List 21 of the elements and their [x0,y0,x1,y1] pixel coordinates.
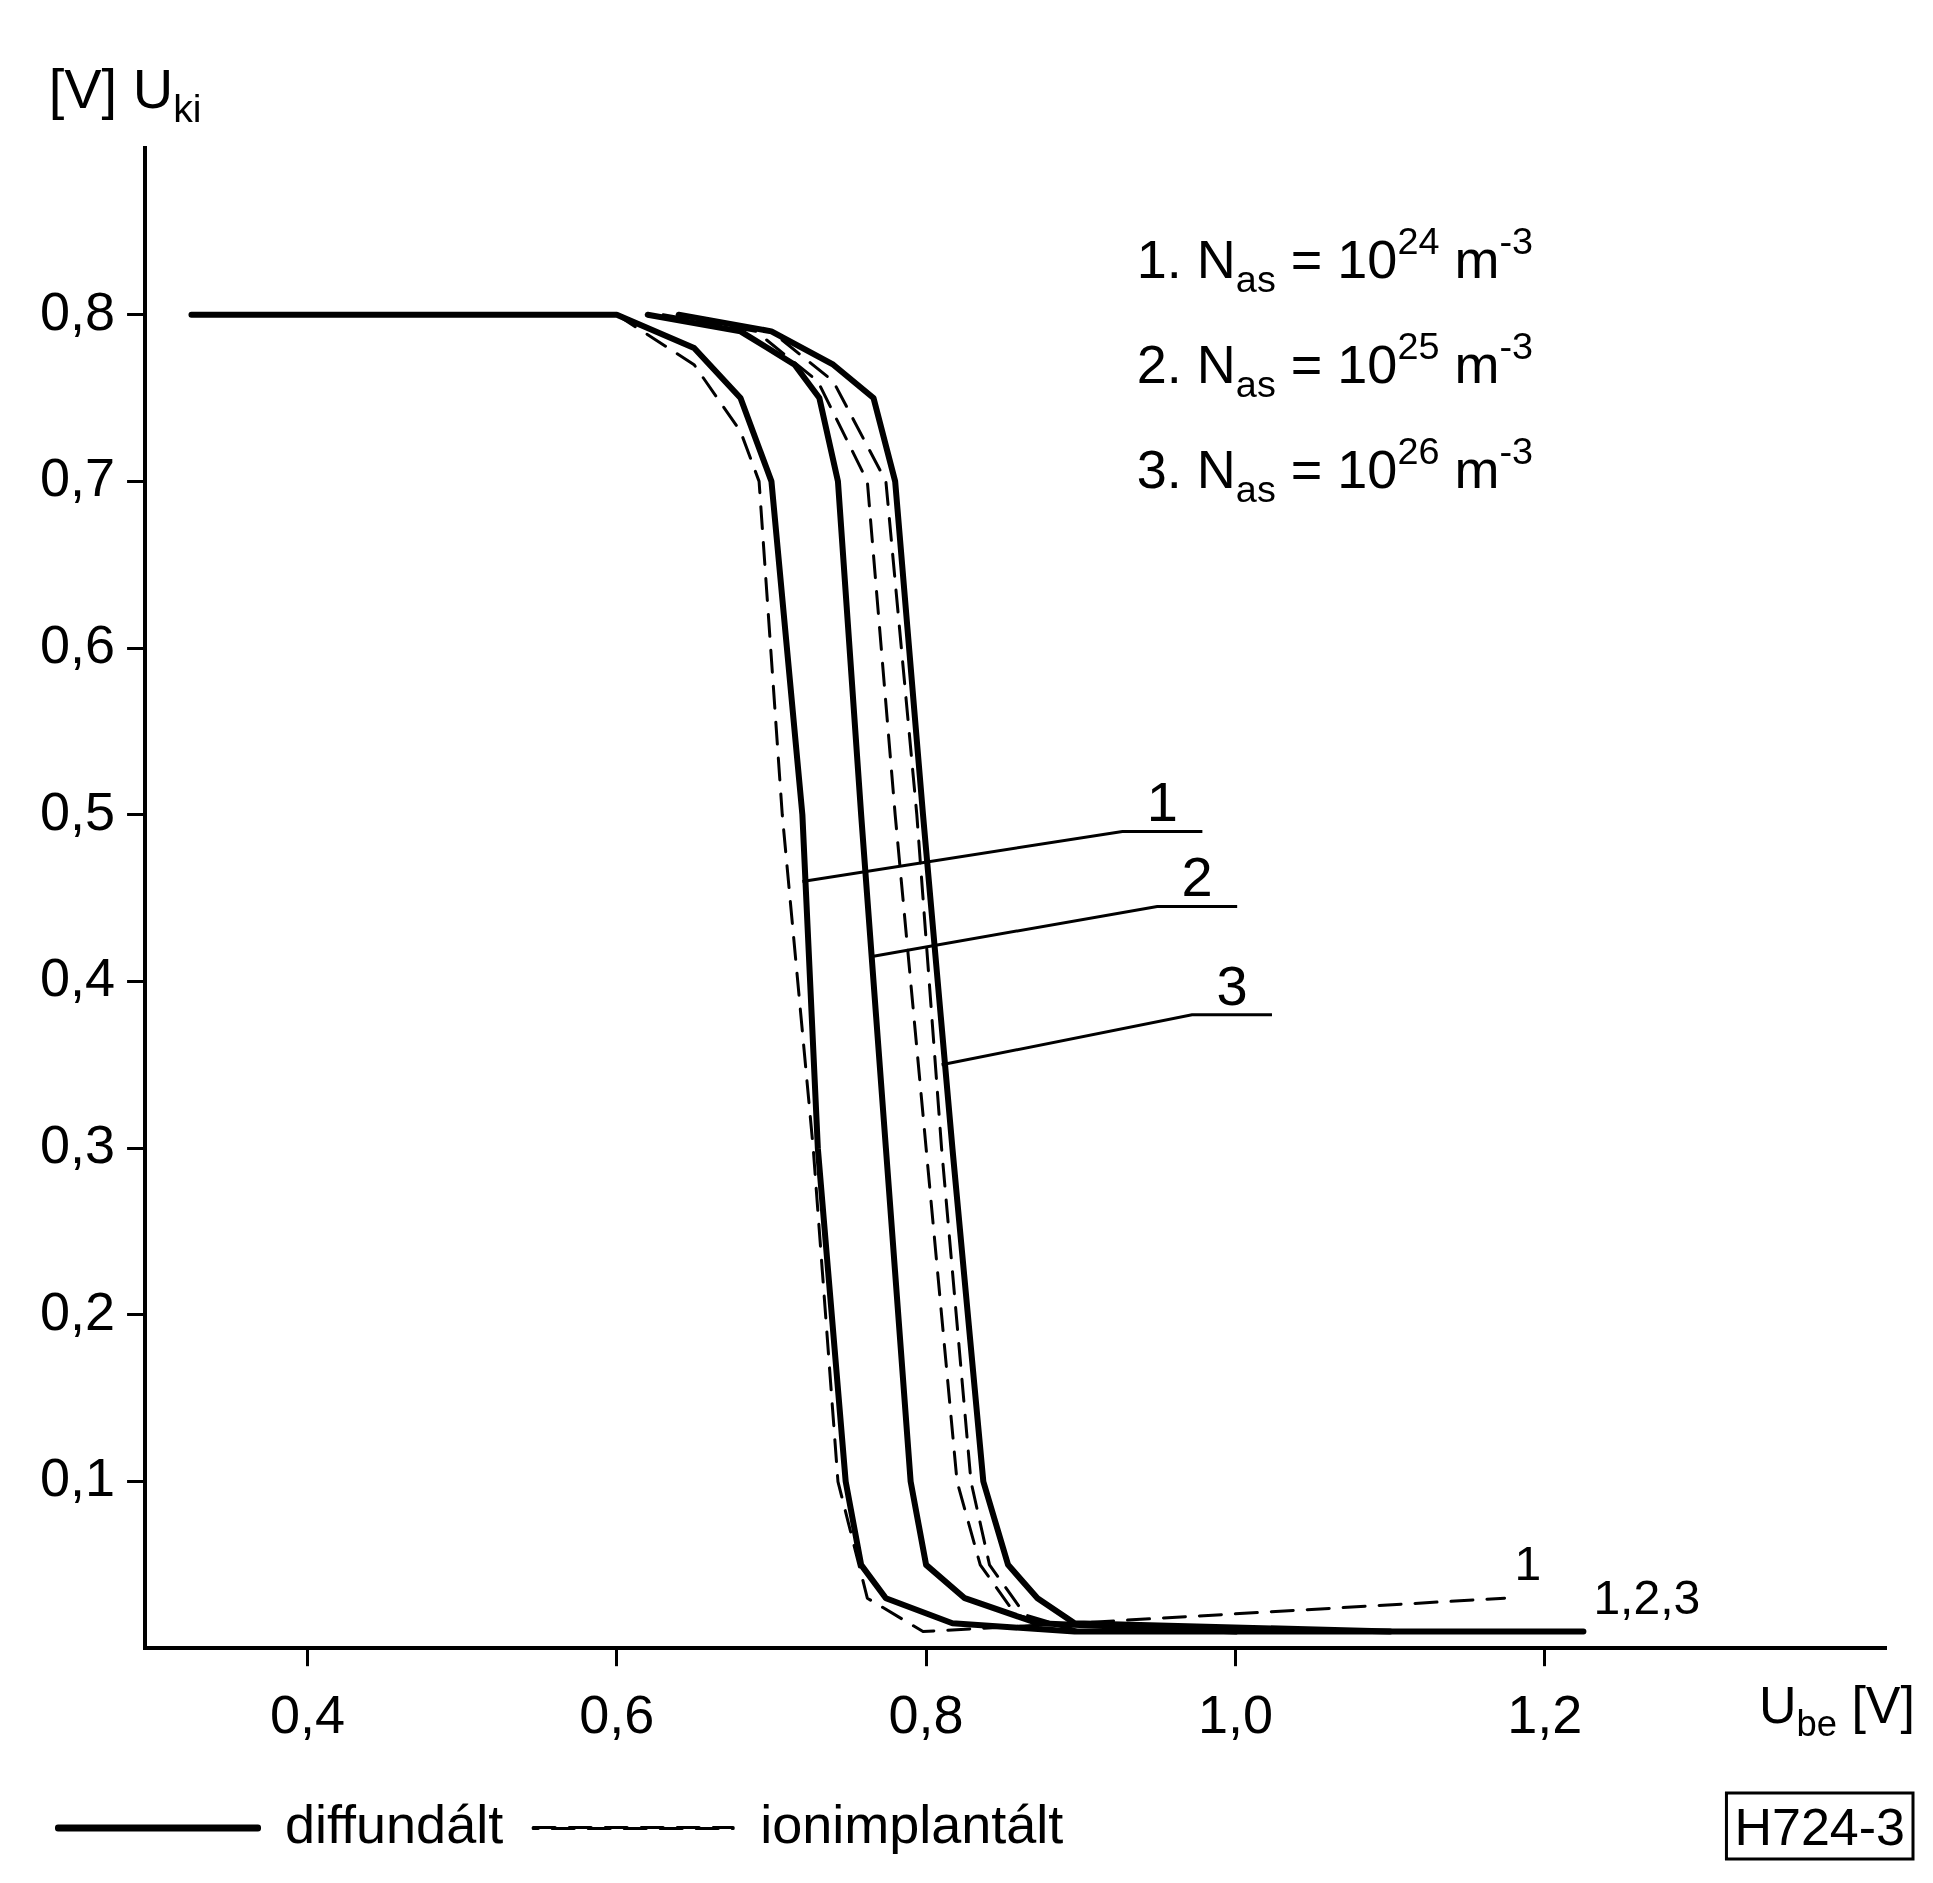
y-tick-label: 0,6 [39,613,116,674]
annotation: 1,2,3 [1593,1570,1701,1624]
text: H724-3 [1734,1798,1906,1856]
annotation: 3 [1216,953,1248,1017]
y-tick-label: 0,7 [39,447,116,508]
annotation: 1 [1146,770,1178,834]
annotation: 2 [1181,845,1213,909]
annotation: 1 [1514,1537,1542,1591]
x-tick-label: 1,0 [1197,1684,1273,1745]
x-tick-label: 0,4 [269,1684,345,1745]
legend-label: ionimplantált [760,1793,1064,1854]
y-tick-label: 0,5 [39,780,116,841]
x-tick-label: 0,6 [579,1684,655,1745]
legend-label: diffundált [285,1793,504,1854]
y-tick-label: 0,1 [39,1447,116,1508]
y-tick-label: 0,4 [39,947,116,1008]
x-tick-label: 1,2 [1507,1684,1583,1745]
x-tick-label: 0,8 [888,1684,964,1745]
y-tick-label: 0,3 [39,1114,116,1175]
y-tick-label: 0,2 [39,1280,116,1341]
y-tick-label: 0,8 [39,280,116,341]
